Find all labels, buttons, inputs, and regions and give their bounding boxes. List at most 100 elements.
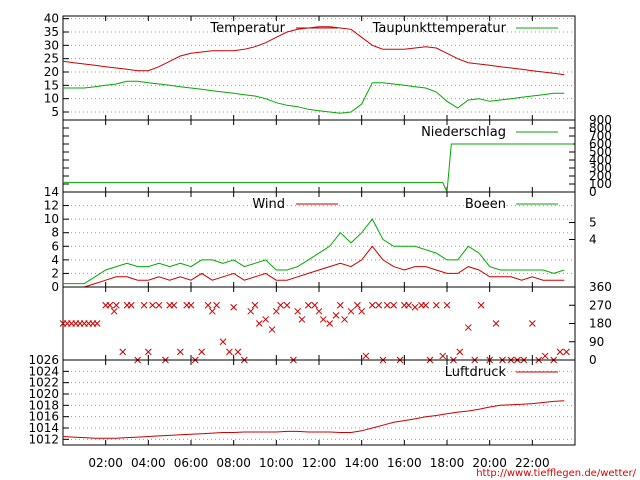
y-tick-label: 15 bbox=[44, 78, 59, 92]
wind-direction-point bbox=[528, 320, 536, 327]
y-tick-label: 0 bbox=[51, 280, 59, 294]
y-tick-label-right: 270 bbox=[589, 298, 612, 312]
y-tick-label-right: 600 bbox=[589, 137, 612, 151]
wind-direction-point bbox=[106, 301, 114, 309]
wind-direction-point bbox=[311, 301, 319, 309]
wind-direction-point bbox=[149, 301, 156, 309]
wind-direction-point bbox=[255, 320, 263, 327]
y-tick-label-right: 900 bbox=[589, 113, 612, 127]
y-tick-label-right: 300 bbox=[589, 161, 612, 175]
y-tick-label: 1024 bbox=[28, 364, 59, 378]
y-tick-label-right: 90 bbox=[589, 335, 604, 349]
wind-direction-point bbox=[341, 316, 348, 323]
wind-line bbox=[63, 245, 565, 288]
x-tick-label: 16:00 bbox=[387, 456, 422, 470]
wind-direction-point bbox=[464, 324, 472, 331]
y-tick-label: 2 bbox=[51, 266, 59, 280]
wind-direction-point bbox=[368, 301, 376, 309]
y-tick-label: 4 bbox=[51, 253, 59, 267]
y-tick-label-right: 0 bbox=[589, 353, 597, 367]
x-tick-label: 10:00 bbox=[259, 456, 294, 470]
taupunkttemperatur-line bbox=[63, 80, 565, 114]
y-tick-label-right: 360 bbox=[589, 280, 612, 294]
wind-direction-point bbox=[93, 320, 101, 327]
y-tick-label-right: 400 bbox=[589, 153, 612, 167]
wind-direction-point bbox=[383, 301, 391, 309]
y-tick-label: 14 bbox=[44, 185, 59, 199]
wind-direction-point bbox=[140, 301, 148, 309]
x-tick-label: 22:00 bbox=[515, 456, 550, 470]
wind-direction-point bbox=[247, 307, 255, 315]
wind-direction-point bbox=[176, 348, 184, 356]
x-tick-label: 08:00 bbox=[216, 456, 251, 470]
wind-direction-point bbox=[347, 307, 355, 315]
wind-direction-point bbox=[326, 320, 334, 327]
wind-direction-point bbox=[230, 303, 238, 311]
wind-direction-point bbox=[155, 301, 163, 309]
x-tick-label: 06:00 bbox=[174, 456, 209, 470]
legend-label: Luftdruck bbox=[445, 365, 507, 380]
x-tick-label: 04:00 bbox=[131, 456, 166, 470]
wind-direction-point bbox=[390, 301, 398, 309]
y-tick-label: 20 bbox=[44, 65, 59, 79]
wind-direction-point bbox=[208, 307, 216, 315]
y-tick-label: 25 bbox=[44, 52, 59, 66]
y-tick-label-right: 0 bbox=[589, 185, 597, 199]
wind-direction-point bbox=[319, 316, 327, 323]
legend-label: Boeen bbox=[465, 197, 506, 212]
luftdruck-line bbox=[62, 400, 565, 439]
wind-direction-point bbox=[283, 301, 291, 309]
legend-label: Niederschlag bbox=[421, 125, 506, 140]
wind-direction-point bbox=[294, 307, 302, 315]
y-tick-label: 10 bbox=[44, 92, 59, 106]
wind-direction-point bbox=[362, 352, 370, 360]
wind-direction-point bbox=[110, 307, 118, 315]
wind-direction-point bbox=[336, 301, 344, 309]
wind-direction-point bbox=[170, 301, 178, 309]
wind-direction-point bbox=[251, 301, 259, 309]
wind-direction-point bbox=[541, 352, 549, 360]
y-tick-label-right: 100 bbox=[589, 177, 612, 191]
wind-direction-point bbox=[456, 348, 464, 356]
y-tick-label: 8 bbox=[51, 226, 59, 240]
wind-direction-point bbox=[112, 301, 120, 309]
wind-direction-point bbox=[144, 348, 152, 356]
wind-direction-point bbox=[477, 301, 485, 309]
boeen-line bbox=[63, 218, 565, 285]
x-tick-label: 14:00 bbox=[344, 456, 379, 470]
y-tick-label: 1014 bbox=[28, 421, 59, 435]
wind-direction-point bbox=[358, 307, 366, 315]
wind-direction-point bbox=[213, 301, 220, 309]
wind-direction-point bbox=[405, 301, 412, 309]
niederschlag-line bbox=[63, 143, 573, 194]
y-tick-label: 35 bbox=[44, 25, 59, 39]
wind-direction-point bbox=[262, 316, 270, 323]
wind-direction-point bbox=[432, 301, 440, 309]
x-tick-label: 02:00 bbox=[88, 456, 123, 470]
wind-direction-point bbox=[422, 301, 430, 309]
y-tick-label-right: 800 bbox=[589, 121, 612, 135]
y-tick-label-right: 180 bbox=[589, 317, 612, 331]
y-tick-label: 12 bbox=[44, 199, 59, 213]
wind-direction-point bbox=[226, 348, 233, 356]
y-tick-label: 1018 bbox=[28, 398, 59, 412]
legend-label: Temperatur bbox=[209, 21, 285, 36]
wind-direction-point bbox=[187, 301, 195, 309]
wind-direction-point bbox=[268, 326, 276, 333]
wind-direction-point bbox=[127, 301, 135, 309]
wind-direction-point bbox=[298, 316, 306, 323]
pressure-panel bbox=[62, 359, 576, 446]
y-tick-label: 30 bbox=[44, 38, 59, 52]
y-tick-label-right: 500 bbox=[589, 145, 612, 159]
y-tick-label: 5 bbox=[51, 105, 59, 119]
y-tick-label: 1016 bbox=[28, 410, 59, 424]
y-tick-label-right: 700 bbox=[589, 129, 612, 143]
wind-direction-point bbox=[375, 301, 383, 309]
wind-direction-point bbox=[492, 320, 500, 327]
y-tick-label-right: 200 bbox=[589, 169, 612, 183]
y-tick-label-right: 4 bbox=[589, 233, 597, 247]
credit-link: http://www.tiefflegen.de/wetter/ bbox=[476, 468, 636, 479]
wind_direction-panel bbox=[59, 286, 576, 364]
wind-direction-point bbox=[272, 307, 280, 315]
wind-direction-point bbox=[556, 348, 564, 356]
